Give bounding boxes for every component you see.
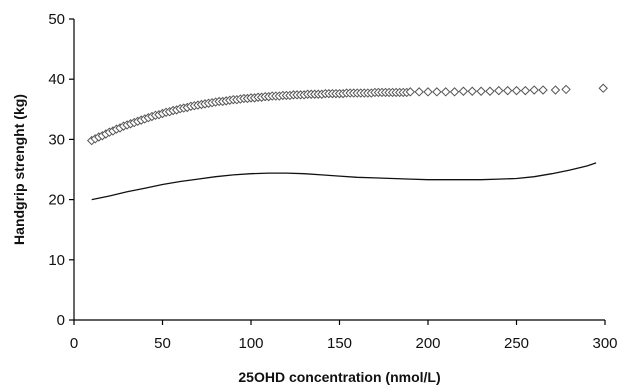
y-axis-title: Handgrip strenght (kg) (11, 94, 27, 245)
scatter-point (511, 85, 522, 96)
x-tick-label: 100 (238, 335, 263, 352)
scatter-point (476, 86, 486, 96)
y-tick-label: 0 (57, 312, 65, 329)
scatter-point (449, 87, 460, 97)
scatter-point (529, 85, 539, 95)
scatter-point (414, 87, 424, 97)
x-tick-label: 300 (592, 335, 617, 352)
scatter-point (432, 87, 442, 97)
y-tick-label: 20 (48, 192, 65, 209)
scatter-point (467, 86, 477, 96)
scatter-point (440, 87, 451, 97)
scatter-point (458, 86, 469, 96)
x-axis-ticks: 0 50 100 150 200 250 300 (70, 320, 618, 352)
scatter-point (598, 83, 608, 93)
y-tick-label: 30 (48, 131, 65, 148)
scatter-point (485, 86, 495, 96)
scatter-point (561, 84, 571, 95)
y-tick-label: 10 (48, 252, 65, 269)
y-axis-ticks: 0 10 20 30 40 50 (48, 11, 74, 329)
x-tick-label: 0 (70, 335, 78, 352)
scatter-point (405, 87, 416, 97)
scatter-point (538, 85, 548, 95)
series-line (91, 162, 597, 201)
y-tick-label: 40 (48, 71, 65, 88)
x-axis-title: 25OHD concentration (nmol/L) (238, 369, 440, 385)
x-tick-label: 50 (154, 335, 171, 352)
scatter-point (494, 85, 504, 96)
plot-area (86, 83, 608, 201)
scatter-point (550, 85, 561, 95)
x-tick-label: 150 (327, 335, 352, 352)
x-tick-label: 250 (504, 335, 529, 352)
x-tick-label: 200 (415, 335, 440, 352)
scatter-point (520, 85, 531, 96)
scatter-point (502, 85, 513, 96)
scatter-point (423, 87, 433, 97)
y-tick-label: 50 (48, 11, 65, 28)
